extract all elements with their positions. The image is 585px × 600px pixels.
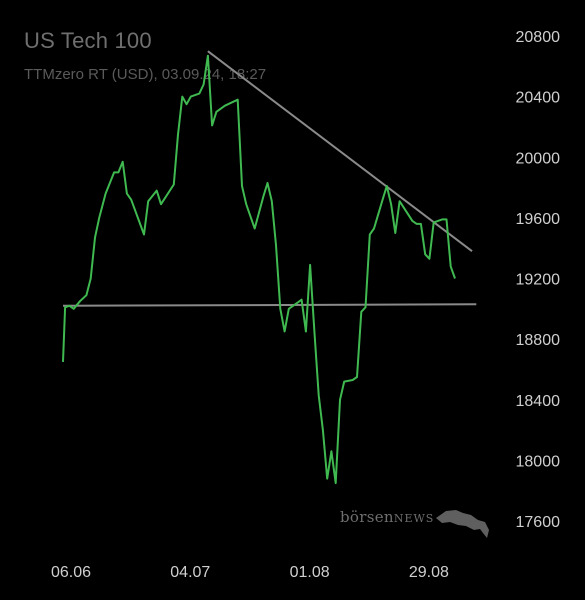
watermark-bull-icon [436, 510, 489, 538]
x-tick-label: 04.07 [170, 564, 210, 581]
y-tick-label: 20800 [516, 29, 561, 46]
chart-title: US Tech 100 [24, 28, 152, 53]
trendline-2 [207, 50, 473, 253]
y-tick-label: 19200 [516, 272, 561, 289]
x-tick-label: 29.08 [409, 564, 449, 581]
y-tick-label: 20000 [516, 150, 561, 167]
x-tick-label: 06.06 [51, 564, 91, 581]
series-line-1 [62, 54, 456, 485]
watermark-news: NEWS [393, 512, 435, 525]
y-tick-label: 20400 [516, 90, 561, 107]
y-tick-label: 17600 [516, 514, 561, 531]
x-tick-label: 01.08 [290, 564, 330, 581]
trendline-1 [62, 303, 477, 307]
y-tick-label: 19600 [516, 211, 561, 228]
bull-icon [436, 510, 489, 538]
y-tick-label: 18800 [516, 332, 561, 349]
watermark-text: börsenNEWS [340, 508, 434, 526]
watermark-main: börsen [340, 508, 394, 526]
y-tick-label: 18000 [516, 453, 561, 470]
y-tick-label: 18400 [516, 393, 561, 410]
